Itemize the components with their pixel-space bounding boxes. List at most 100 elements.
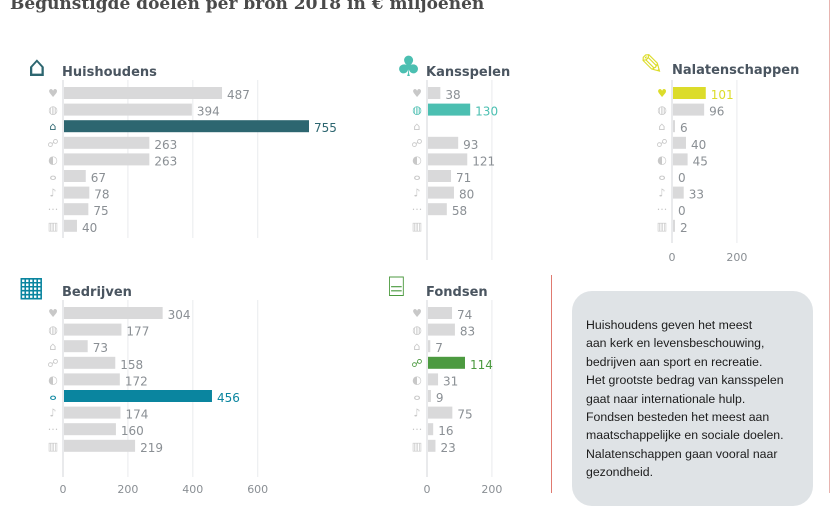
data-label: 38 bbox=[445, 88, 460, 102]
bar bbox=[64, 186, 90, 199]
data-label: 78 bbox=[94, 188, 109, 202]
data-label: 755 bbox=[314, 121, 337, 135]
tick-label: 200 bbox=[481, 483, 502, 493]
data-label: 177 bbox=[126, 325, 149, 339]
pen-icon: ✎ bbox=[640, 48, 663, 81]
data-label: 16 bbox=[438, 424, 453, 438]
data-label: 160 bbox=[121, 424, 144, 438]
data-label: 114 bbox=[470, 358, 493, 372]
tick-label: 600 bbox=[247, 483, 268, 493]
office-building-icon: ▦ bbox=[18, 270, 44, 303]
family-icon: ☍ bbox=[411, 357, 422, 370]
ellipsis-icon: ··· bbox=[48, 423, 59, 436]
data-label: 263 bbox=[154, 154, 177, 168]
data-label: 23 bbox=[440, 441, 455, 455]
bar bbox=[428, 170, 452, 182]
bar bbox=[64, 120, 309, 133]
divider bbox=[551, 275, 552, 493]
globe-hand-icon: ◍ bbox=[657, 104, 667, 117]
bicycle-icon: ⴰ bbox=[49, 390, 56, 403]
heart-pulse-icon: ♥ bbox=[48, 87, 58, 100]
data-label: 7 bbox=[435, 341, 443, 355]
data-label: 174 bbox=[125, 408, 148, 422]
note-line: maatschappelijke en sociale doelen. bbox=[586, 428, 784, 443]
tick-label: 200 bbox=[117, 483, 138, 493]
data-label: 73 bbox=[93, 341, 108, 355]
bar bbox=[64, 356, 116, 369]
bar bbox=[428, 307, 453, 319]
panel-title: Nalatenschappen bbox=[672, 63, 799, 78]
bar bbox=[428, 423, 434, 436]
earth-icon: ◐ bbox=[48, 153, 58, 166]
note-line: aan kerk en levensbeschouwing, bbox=[586, 336, 765, 351]
bar bbox=[64, 373, 120, 386]
ellipsis-icon: ··· bbox=[412, 423, 423, 436]
tick-label: 200 bbox=[726, 251, 747, 264]
data-label: 45 bbox=[693, 154, 708, 168]
earth-icon: ◐ bbox=[412, 373, 422, 386]
data-label: 33 bbox=[689, 188, 704, 202]
heart-pulse-icon: ♥ bbox=[412, 87, 422, 100]
data-label: 304 bbox=[168, 308, 191, 322]
tick-label: 0 bbox=[669, 251, 676, 264]
data-label: 75 bbox=[93, 204, 108, 218]
panel-title: Huishoudens bbox=[62, 65, 157, 80]
bicycle-icon: ⴰ bbox=[49, 170, 56, 183]
heart-pulse-icon: ♥ bbox=[412, 307, 422, 320]
bar bbox=[64, 203, 89, 216]
violin-icon: ♪ bbox=[658, 187, 665, 200]
data-label: 394 bbox=[197, 105, 220, 119]
data-label: 74 bbox=[457, 308, 472, 322]
books-icon: ▥ bbox=[48, 440, 58, 453]
bar bbox=[673, 136, 686, 149]
bar bbox=[64, 423, 116, 436]
bar bbox=[673, 186, 684, 199]
bank-building-icon: ⌸ bbox=[388, 270, 405, 303]
bicycle-icon: ⴰ bbox=[658, 170, 665, 183]
data-label: 31 bbox=[443, 374, 458, 388]
bar bbox=[64, 87, 223, 99]
panel-title: Bedrijven bbox=[62, 285, 132, 300]
panel-title: Kansspelen bbox=[426, 65, 510, 80]
bar bbox=[428, 439, 436, 452]
data-label: 96 bbox=[709, 105, 724, 119]
books-icon: ▥ bbox=[412, 220, 422, 233]
note-line: Het grootste bedrag van kansspelen bbox=[586, 373, 784, 388]
note-line: gezondheid. bbox=[586, 465, 654, 480]
globe-hand-icon: ◍ bbox=[412, 324, 422, 337]
data-label: 80 bbox=[459, 188, 474, 202]
bar bbox=[64, 219, 77, 232]
church-icon: ⌂ bbox=[50, 340, 57, 353]
bar bbox=[428, 340, 431, 353]
bar bbox=[64, 439, 136, 452]
data-label: 9 bbox=[436, 391, 444, 405]
data-label: 83 bbox=[460, 325, 475, 339]
note-line: bedrijven aan sport en recreatie. bbox=[586, 354, 763, 369]
violin-icon: ♪ bbox=[413, 187, 420, 200]
data-label: 2 bbox=[680, 221, 688, 235]
bar bbox=[673, 219, 675, 232]
note-line: Nalatenschappen gaan vooral naar bbox=[586, 446, 778, 461]
bar bbox=[428, 203, 447, 216]
note-line: Fondsen besteden het meest aan bbox=[586, 410, 770, 425]
bar bbox=[428, 406, 453, 419]
data-label: 71 bbox=[456, 171, 471, 185]
page-title: Begunstigde doelen per bron 2018 in € mi… bbox=[10, 0, 485, 14]
bar bbox=[64, 170, 86, 182]
tick-label: 0 bbox=[60, 483, 67, 493]
church-icon: ⌂ bbox=[659, 120, 666, 133]
data-label: 219 bbox=[140, 441, 163, 455]
data-label: 93 bbox=[463, 138, 478, 152]
violin-icon: ♪ bbox=[49, 407, 56, 420]
books-icon: ▥ bbox=[657, 220, 667, 233]
bar bbox=[428, 390, 431, 402]
bar bbox=[428, 136, 459, 149]
church-icon: ⌂ bbox=[50, 120, 57, 133]
bar bbox=[428, 373, 439, 386]
bicycle-icon: ⴰ bbox=[413, 170, 420, 183]
bar bbox=[64, 323, 122, 336]
tick-label: 0 bbox=[424, 483, 431, 493]
violin-icon: ♪ bbox=[413, 407, 420, 420]
bar bbox=[64, 136, 150, 149]
church-icon: ⌂ bbox=[414, 340, 421, 353]
